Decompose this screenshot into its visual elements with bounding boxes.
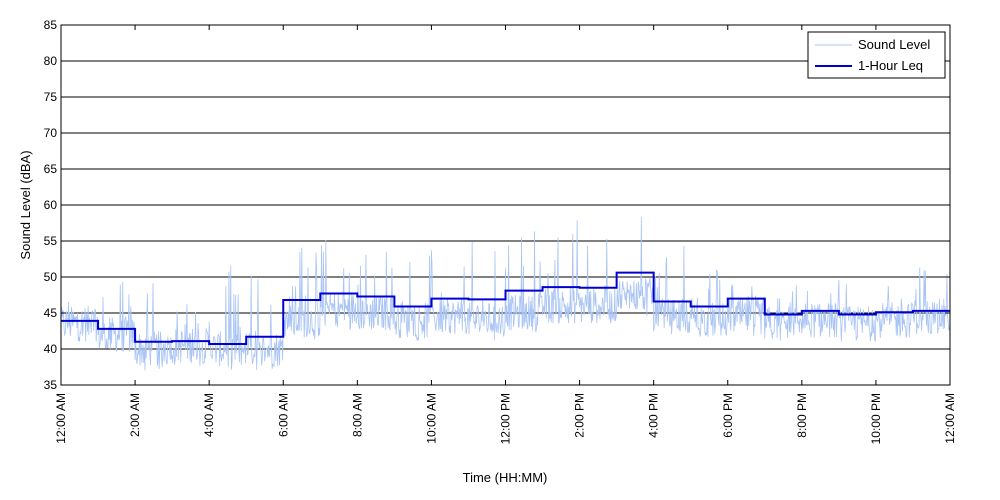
x-tick-label: 6:00 AM: [276, 393, 290, 437]
x-tick-label: 12:00 AM: [943, 393, 957, 444]
y-tick-label: 55: [44, 234, 58, 248]
x-tick-label: 8:00 AM: [350, 393, 364, 437]
grid-lines: [61, 60, 950, 350]
legend-label-leq: 1-Hour Leq: [858, 58, 923, 73]
y-tick-label: 50: [44, 270, 58, 284]
x-tick-label: 6:00 PM: [721, 393, 735, 438]
y-tick-label: 60: [44, 198, 58, 212]
x-tick-label: 10:00 AM: [424, 393, 438, 444]
y-tick-label: 85: [44, 18, 58, 32]
y-tick-label: 35: [44, 378, 58, 392]
legend-label-sound-level: Sound Level: [858, 37, 930, 52]
y-tick-label: 70: [44, 126, 58, 140]
x-tick-label: 2:00 AM: [128, 393, 142, 437]
x-tick-label: 4:00 PM: [647, 393, 661, 438]
x-tick-label: 12:00 PM: [499, 393, 513, 444]
axis-ticks: 35 40 45 50 55 60 65 70 75 80 85 12:00 AM 2:00 AM 4:0…: [44, 18, 957, 444]
x-tick-label: 12:00 AM: [54, 393, 68, 444]
legend: Sound Level 1-Hour Leq: [807, 31, 946, 79]
x-tick-label: 10:00 PM: [869, 393, 883, 444]
leq-step-line: [61, 271, 950, 345]
y-tick-label: 75: [44, 90, 58, 104]
sound-level-line: [60, 216, 951, 371]
x-tick-label: 2:00 PM: [573, 393, 587, 438]
sound-level-series: [60, 216, 951, 371]
leq-series: [61, 271, 950, 345]
y-tick-label: 80: [44, 54, 58, 68]
legend-box: [807, 31, 946, 79]
x-axis-title: Time (HH:MM): [463, 470, 548, 485]
y-axis-title: Sound Level (dBA): [18, 150, 33, 259]
y-tick-label: 40: [44, 342, 58, 356]
x-tick-label: 4:00 AM: [202, 393, 216, 437]
x-tick-label: 8:00 PM: [795, 393, 809, 438]
y-tick-label: 65: [44, 162, 58, 176]
y-tick-label: 45: [44, 306, 58, 320]
